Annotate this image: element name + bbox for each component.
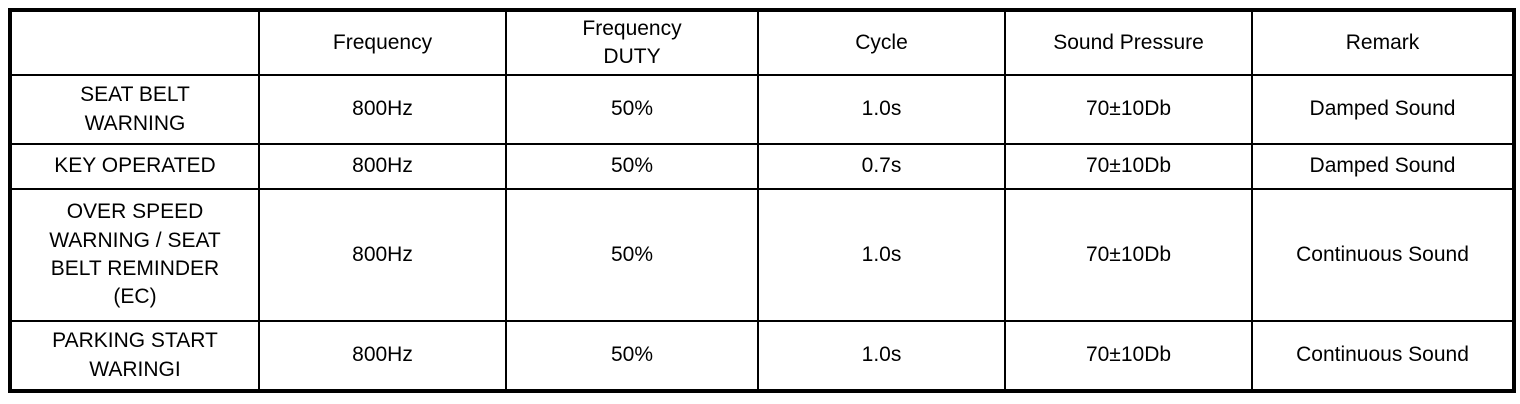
cell-remark: Continuous Sound xyxy=(1251,320,1515,392)
cell-frequency: 800Hz xyxy=(258,188,507,322)
table-row-key-operated: KEY OPERATED 800Hz 50% 0.7s 70±10Db Damp… xyxy=(9,143,1515,190)
cell-frequency: 800Hz xyxy=(258,74,507,145)
cell-frequency: 800Hz xyxy=(258,143,507,190)
cell-duty: 50% xyxy=(505,143,759,190)
cell-sound-pressure: 70±10Db xyxy=(1004,143,1253,190)
cell-cycle: 1.0s xyxy=(757,74,1006,145)
header-cell-cycle: Cycle xyxy=(757,9,1006,76)
table-row-over-speed-warning: OVER SPEED WARNING / SEAT BELT REMINDER … xyxy=(9,188,1515,322)
cell-remark: Continuous Sound xyxy=(1251,188,1515,322)
cell-remark: Damped Sound xyxy=(1251,74,1515,145)
row-label: KEY OPERATED xyxy=(9,143,260,190)
row-label: OVER SPEED WARNING / SEAT BELT REMINDER … xyxy=(9,188,260,322)
header-cell-sound-pressure: Sound Pressure xyxy=(1004,9,1253,76)
header-cell-blank xyxy=(9,9,260,76)
warning-sound-spec-table: Frequency Frequency DUTY Cycle Sound Pre… xyxy=(8,8,1516,393)
cell-sound-pressure: 70±10Db xyxy=(1004,188,1253,322)
row-label: SEAT BELT WARNING xyxy=(9,74,260,145)
cell-cycle: 1.0s xyxy=(757,320,1006,392)
header-row: Frequency Frequency DUTY Cycle Sound Pre… xyxy=(9,9,1515,76)
cell-sound-pressure: 70±10Db xyxy=(1004,74,1253,145)
header-cell-frequency: Frequency xyxy=(258,9,507,76)
cell-cycle: 1.0s xyxy=(757,188,1006,322)
cell-duty: 50% xyxy=(505,74,759,145)
header-cell-frequency-duty: Frequency DUTY xyxy=(505,9,759,76)
table-row-seat-belt-warning: SEAT BELT WARNING 800Hz 50% 1.0s 70±10Db… xyxy=(9,74,1515,145)
cell-remark: Damped Sound xyxy=(1251,143,1515,190)
header-cell-remark: Remark xyxy=(1251,9,1515,76)
cell-sound-pressure: 70±10Db xyxy=(1004,320,1253,392)
cell-duty: 50% xyxy=(505,320,759,392)
cell-frequency: 800Hz xyxy=(258,320,507,392)
cell-cycle: 0.7s xyxy=(757,143,1006,190)
cell-duty: 50% xyxy=(505,188,759,322)
row-label: PARKING START WARINGI xyxy=(9,320,260,392)
table-row-parking-start-warning: PARKING START WARINGI 800Hz 50% 1.0s 70±… xyxy=(9,320,1515,392)
